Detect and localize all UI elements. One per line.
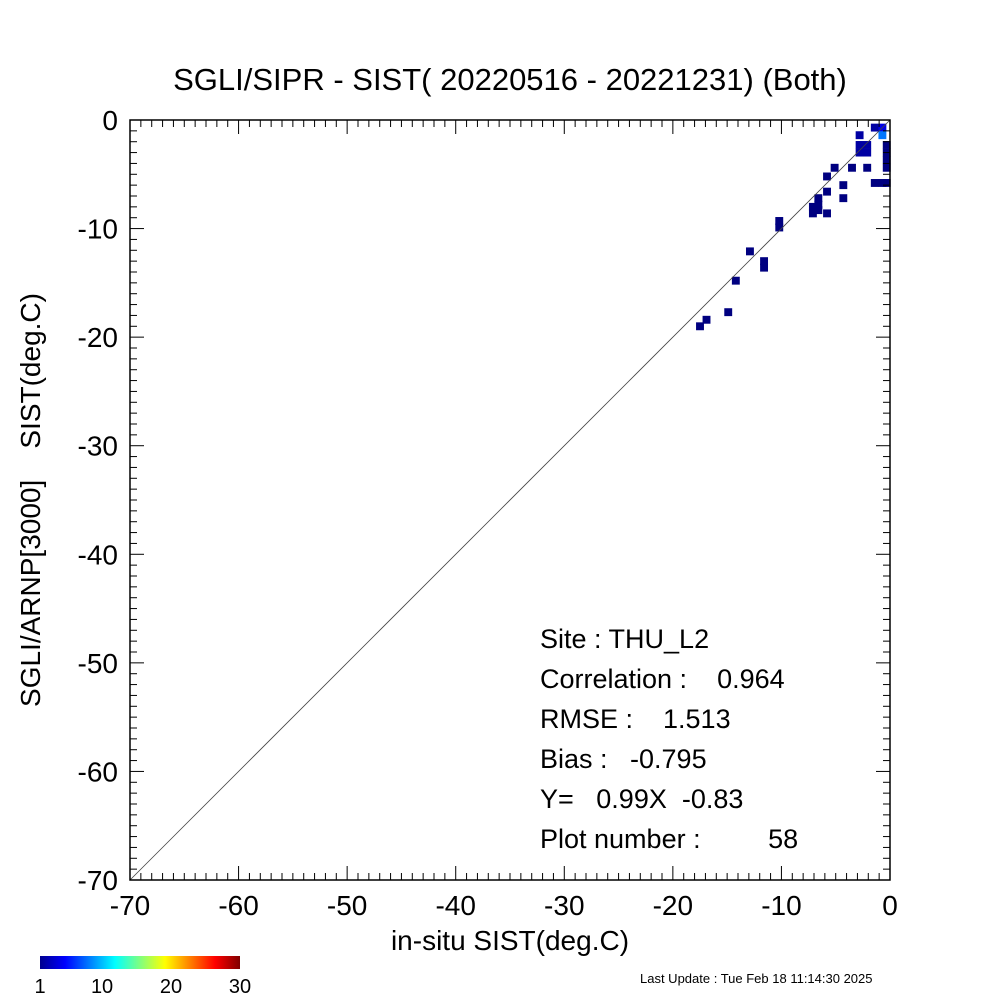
density-cell <box>870 123 879 132</box>
density-cell <box>724 308 733 317</box>
density-cell <box>814 206 823 215</box>
stat-rmse: RMSE : 1.513 <box>540 704 731 734</box>
density-cell <box>839 181 848 190</box>
x-tick-label: -70 <box>110 890 150 921</box>
density-cell <box>696 322 704 331</box>
density-cell <box>882 163 891 172</box>
density-cell <box>775 223 784 232</box>
density-cell <box>760 257 769 266</box>
density-cell <box>882 141 891 149</box>
y-tick-label: -70 <box>78 865 118 896</box>
chart-title: SGLI/SIPR - SIST( 20220516 - 20221231) (… <box>173 62 847 97</box>
x-tick-label: -30 <box>544 890 584 921</box>
y-tick-label: -40 <box>78 539 118 570</box>
colorbar-labels: 1 10 20 30 <box>34 976 251 998</box>
density-cell <box>878 131 887 140</box>
colorbar-tick-label: 1 <box>34 976 45 998</box>
x-tick-label: -40 <box>435 890 475 921</box>
y-tick-label: -10 <box>78 214 118 245</box>
density-cell <box>745 247 754 256</box>
x-tick-label: 0 <box>882 890 898 921</box>
stat-fit-equation: Y= 0.99X -0.83 <box>540 784 743 814</box>
density-cell <box>863 148 872 157</box>
y-tick-label: 0 <box>102 105 118 136</box>
y-tick-labels: 0 -10 -20 -30 -40 -50 -60 -70 <box>78 105 118 896</box>
stat-bias: Bias : -0.795 <box>540 744 707 774</box>
density-cell <box>863 141 872 149</box>
colorbar-tick-label: 30 <box>229 976 251 998</box>
x-tick-label: -10 <box>761 890 801 921</box>
density-cell <box>882 156 891 165</box>
density-cell <box>731 276 740 285</box>
density-cell <box>855 141 864 149</box>
density-cell <box>878 179 887 187</box>
density-cell <box>848 163 856 172</box>
density-cell <box>823 172 831 181</box>
colorbar-tick-label: 10 <box>91 976 113 998</box>
x-tick-label: -20 <box>653 890 693 921</box>
stat-plot-number: Plot number : 58 <box>540 824 798 854</box>
y-tick-label: -30 <box>78 431 118 462</box>
density-cell <box>814 194 823 203</box>
density-cell <box>808 209 817 218</box>
y-tick-label: -60 <box>78 756 118 787</box>
density-cell <box>882 179 891 187</box>
density-cell <box>830 163 839 172</box>
density-cell <box>702 315 711 324</box>
stats-box: Site : THU_L2 Correlation : 0.964 RMSE :… <box>540 624 798 854</box>
density-cell <box>760 263 769 272</box>
density-cells <box>696 123 891 331</box>
y-tick-label: -50 <box>78 648 118 679</box>
colorbar-tick-label: 20 <box>160 976 182 998</box>
density-cell <box>814 200 823 209</box>
one-to-one-line-group <box>129 119 891 881</box>
density-cell <box>808 202 817 211</box>
x-tick-label: -50 <box>327 890 367 921</box>
y-tick-label: -20 <box>78 322 118 353</box>
x-tick-label: -60 <box>218 890 258 921</box>
density-cell <box>839 194 848 203</box>
density-cell <box>863 163 872 172</box>
density-cell <box>870 179 879 187</box>
density-cell <box>775 217 784 225</box>
colorbar <box>40 956 240 969</box>
one-to-one-line <box>129 119 891 881</box>
plot-frame <box>129 119 891 881</box>
density-cell <box>855 148 864 157</box>
density-cell <box>855 131 864 140</box>
stat-site: Site : THU_L2 <box>540 624 709 654</box>
y-axis-label: SGLI/ARNP[3000] SIST(deg.C) <box>15 293 46 707</box>
last-update-text: Last Update : Tue Feb 18 11:14:30 2025 <box>640 971 873 986</box>
x-axis-label: in-situ SIST(deg.C) <box>391 925 629 956</box>
stat-correlation: Correlation : 0.964 <box>540 664 785 694</box>
density-cell <box>823 209 831 218</box>
x-tick-labels: -70 -60 -50 -40 -30 -20 -10 0 <box>110 890 898 921</box>
density-cell <box>823 187 831 196</box>
